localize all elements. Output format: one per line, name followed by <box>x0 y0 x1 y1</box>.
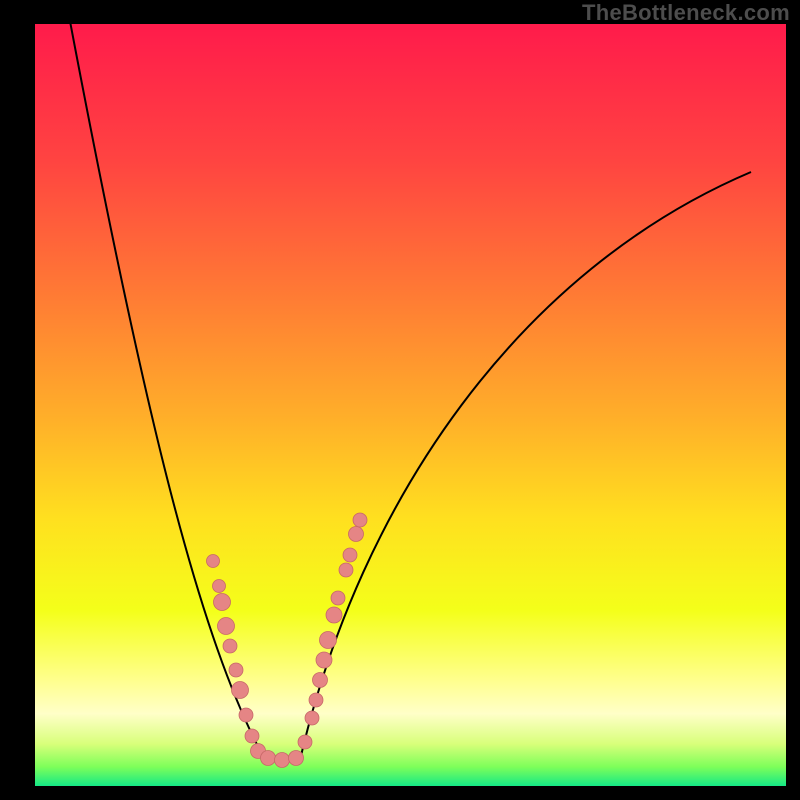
data-marker <box>218 618 235 635</box>
data-marker <box>326 607 342 623</box>
data-marker <box>298 735 312 749</box>
data-marker <box>331 591 345 605</box>
data-marker <box>223 639 237 653</box>
data-marker <box>343 548 357 562</box>
data-marker <box>245 729 259 743</box>
data-marker <box>239 708 253 722</box>
data-marker <box>261 751 276 766</box>
data-marker <box>316 652 332 668</box>
data-marker <box>289 751 304 766</box>
data-marker <box>305 711 319 725</box>
data-marker <box>309 693 323 707</box>
data-marker <box>353 513 367 527</box>
gradient-background <box>35 24 786 786</box>
data-marker <box>275 753 290 768</box>
data-marker <box>213 580 226 593</box>
data-marker <box>313 673 328 688</box>
data-marker <box>229 663 243 677</box>
data-marker <box>349 527 364 542</box>
chart-frame: TheBottleneck.com <box>0 0 800 800</box>
chart-svg <box>35 24 786 786</box>
data-marker <box>339 563 353 577</box>
data-marker <box>232 682 249 699</box>
watermark-text: TheBottleneck.com <box>582 0 790 26</box>
data-marker <box>320 632 337 649</box>
plot-area <box>35 24 786 786</box>
data-marker <box>214 594 231 611</box>
data-marker <box>207 555 220 568</box>
